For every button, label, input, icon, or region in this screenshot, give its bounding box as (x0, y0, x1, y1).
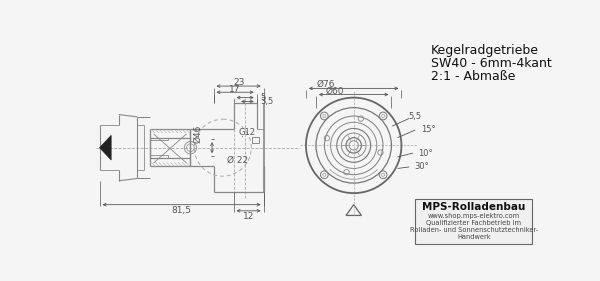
Bar (252, 137, 259, 143)
Text: SW40 - 6mm-4kant: SW40 - 6mm-4kant (431, 57, 551, 70)
Text: Ø76: Ø76 (317, 80, 335, 89)
Text: 15°: 15° (421, 126, 436, 135)
Text: 5: 5 (260, 93, 266, 102)
Text: 12: 12 (243, 212, 254, 221)
Text: Rolladen- und Sonnenschutztechniker-: Rolladen- und Sonnenschutztechniker- (410, 227, 538, 233)
Text: MPS-Rolladenbau: MPS-Rolladenbau (422, 202, 526, 212)
Text: Ø 22: Ø 22 (227, 155, 248, 164)
Text: 81,5: 81,5 (172, 205, 191, 215)
Text: 17: 17 (229, 85, 241, 94)
Text: 23: 23 (233, 78, 244, 87)
Text: Ģ12: Ģ12 (239, 128, 256, 137)
Text: 5,5: 5,5 (408, 112, 421, 121)
Text: Kegelradgetriebe: Kegelradgetriebe (431, 44, 539, 57)
Bar (415, 199, 532, 244)
Text: 10°: 10° (418, 149, 433, 158)
Text: 30°: 30° (415, 162, 429, 171)
Text: www.shop.mps-elektro.com: www.shop.mps-elektro.com (428, 213, 520, 219)
Polygon shape (100, 135, 111, 160)
Text: 3,5: 3,5 (260, 97, 274, 106)
Text: Ø60: Ø60 (326, 87, 344, 96)
Text: 2:1 - Abmaße: 2:1 - Abmaße (431, 70, 515, 83)
Text: Handwerk: Handwerk (457, 234, 491, 240)
Text: Ø46: Ø46 (193, 125, 202, 143)
Text: Qualifizierter Fachbetrieb im: Qualifizierter Fachbetrieb im (427, 220, 521, 226)
